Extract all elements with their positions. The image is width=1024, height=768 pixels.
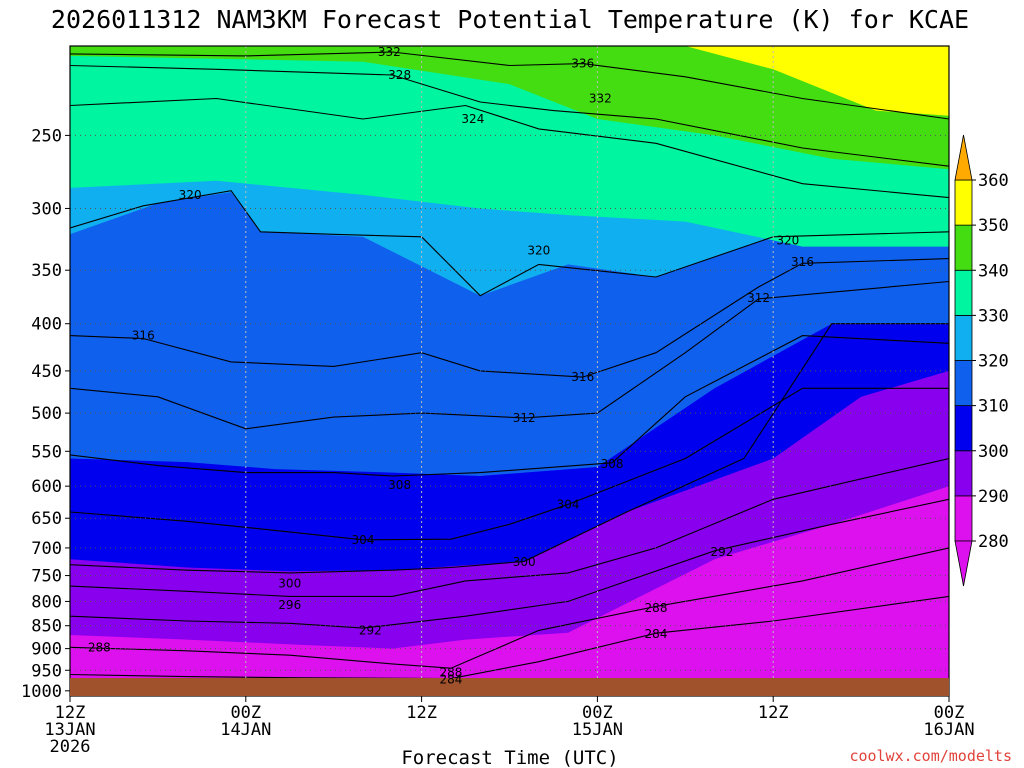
contour-label: 312 <box>747 291 770 305</box>
contour-label: 288 <box>439 665 462 679</box>
contour-label: 312 <box>513 411 536 425</box>
contour-label: 316 <box>791 255 814 269</box>
contour-label: 300 <box>278 576 301 590</box>
contour-label: 320 <box>179 188 202 202</box>
y-tick-label: 700 <box>31 539 62 559</box>
colorbar-tick-label: 330 <box>978 306 1009 326</box>
colorbar-segment-290 <box>954 450 973 497</box>
contour-label: 316 <box>132 329 155 343</box>
x-axis-label: Forecast Time (UTC) <box>401 747 618 768</box>
y-tick-label: 300 <box>31 199 62 219</box>
contour-284 <box>70 595 949 680</box>
x-tick-label: 12Z <box>406 703 437 723</box>
x-tick-label: 14JAN <box>220 720 271 740</box>
contour-300 <box>70 323 949 574</box>
x-tick-label: 2026 <box>50 737 91 757</box>
y-tick-label: 850 <box>31 617 62 637</box>
colorbar-tick-label: 320 <box>978 352 1009 372</box>
fill-band-340 <box>70 46 949 170</box>
colorbar-segment-350 <box>954 179 973 226</box>
colorbar-segment-320 <box>954 314 973 361</box>
chart-title: 2026011312 NAM3KM Forecast Potential Tem… <box>51 5 969 34</box>
y-tick-label: 750 <box>31 567 62 587</box>
colorbar-top-arrow <box>954 134 973 181</box>
y-tick-label: 550 <box>31 442 62 462</box>
y-tick-label: 600 <box>31 477 62 497</box>
contour-312 <box>70 280 949 430</box>
contour-label: 328 <box>388 68 411 82</box>
ground-fill <box>70 678 949 696</box>
contour-328 <box>70 64 949 167</box>
contour-304 <box>70 387 949 541</box>
x-tick-label: 15JAN <box>572 720 623 740</box>
y-tick-label: 900 <box>31 640 62 660</box>
contour-label: 296 <box>278 598 301 612</box>
x-tick-label: 13JAN <box>44 720 95 740</box>
x-tick-label: 12Z <box>758 703 789 723</box>
colorbar-segment-340 <box>954 224 973 271</box>
contour-332 <box>70 51 949 120</box>
y-tick-label: 950 <box>31 661 62 681</box>
y-tick-label: 350 <box>31 261 62 281</box>
colorbar-tick-label: 360 <box>978 171 1009 191</box>
colorbar-segment-310 <box>954 360 973 407</box>
contour-label: 304 <box>352 533 375 547</box>
contour-label: 316 <box>571 370 594 384</box>
colorbar-tick-label: 280 <box>978 532 1009 552</box>
contour-292 <box>70 498 949 629</box>
contour-labels: 332 328 336 332 324 320 320 320 316 312 316 316 312 3… <box>88 45 814 686</box>
contour-label: 292 <box>710 545 733 559</box>
colorbar-tick-label: 290 <box>978 487 1009 507</box>
colorbar-tick-label: 350 <box>978 216 1009 236</box>
colorbar-bottom-arrow <box>954 540 973 587</box>
contour-label: 308 <box>388 478 411 492</box>
contour-label: 332 <box>378 45 401 59</box>
contour-label: 288 <box>88 640 111 654</box>
contour-label: 304 <box>557 497 580 511</box>
contour-label: 320 <box>527 243 550 257</box>
y-tick-label: 650 <box>31 509 62 529</box>
contour-296 <box>70 457 949 597</box>
credit-text: coolwx.com/modelts <box>849 747 1012 765</box>
contour-308 <box>70 335 949 477</box>
colorbar-segment-280 <box>954 495 973 542</box>
x-tick-label: 16JAN <box>923 720 974 740</box>
y-tick-label: 800 <box>31 592 62 612</box>
fill-band-350 <box>685 46 949 116</box>
x-tick-label: 12Z <box>55 703 86 723</box>
contour-label: 332 <box>589 91 612 105</box>
contour-label: 300 <box>513 555 536 569</box>
x-tick-label: 00Z <box>230 703 261 723</box>
y-tick-label: 400 <box>31 315 62 335</box>
contour-label: 320 <box>776 234 799 248</box>
contour-lines <box>70 51 949 680</box>
contour-label: 288 <box>645 601 668 615</box>
y-tick-label: 500 <box>31 404 62 424</box>
x-tick-label: 00Z <box>582 703 613 723</box>
contour-label: 292 <box>359 623 382 637</box>
ground-strip <box>70 678 949 696</box>
x-tick-label: 00Z <box>934 703 965 723</box>
colorbar-segment-330 <box>954 269 973 316</box>
colorbar: 280 290 300 310 320 330 340 350 360 <box>954 134 1009 587</box>
y-axis: 250 300 350 400 450 500 550 600 650 700 750 800 850 9… <box>21 126 70 702</box>
contour-324 <box>70 97 949 199</box>
contour-288 <box>70 547 949 669</box>
contour-label: 336 <box>571 57 594 71</box>
colorbar-tick-label: 310 <box>978 397 1009 417</box>
plot-area <box>70 46 949 696</box>
y-tick-label: 1000 <box>21 682 62 702</box>
colorbar-tick-label: 300 <box>978 442 1009 462</box>
y-tick-label: 450 <box>31 362 62 382</box>
contour-label: 308 <box>601 457 624 471</box>
contour-label: 324 <box>461 112 484 126</box>
y-tick-label: 250 <box>31 126 62 146</box>
contour-label: 284 <box>439 672 462 686</box>
colorbar-tick-label: 340 <box>978 261 1009 281</box>
contour-label: 284 <box>645 627 668 641</box>
colorbar-segment-300 <box>954 405 973 452</box>
